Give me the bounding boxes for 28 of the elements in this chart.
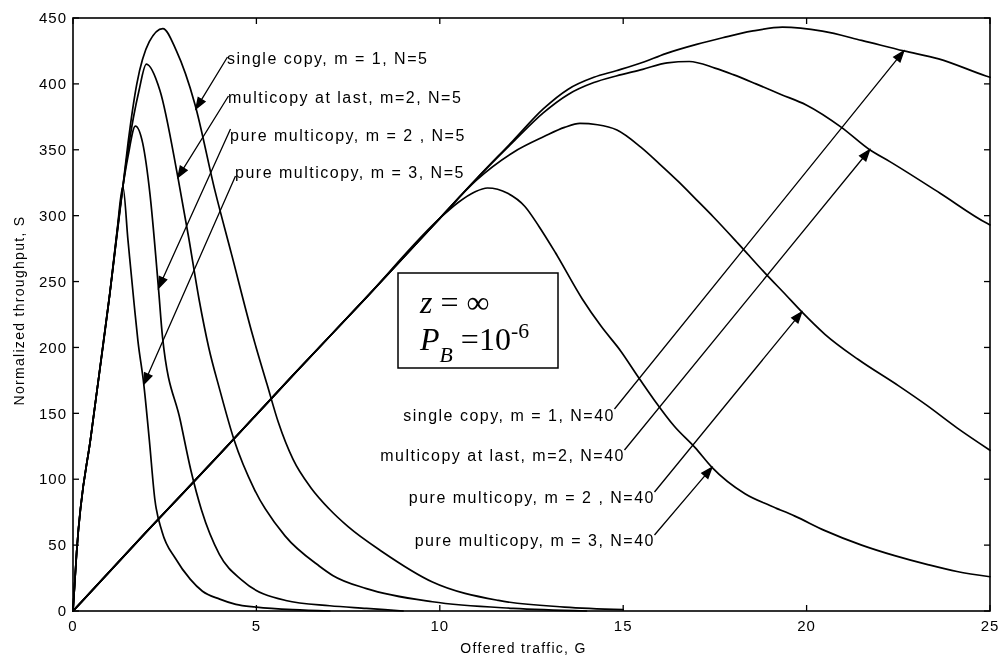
y-tick-label: 50 <box>48 536 67 554</box>
annotation: z = ∞ <box>419 284 490 320</box>
annotation: single copy, m = 1, N=5 <box>227 49 429 67</box>
annotation: single copy, m = 1, N=40 <box>403 406 615 424</box>
x-tick-label: 20 <box>797 617 816 635</box>
y-tick-label: 250 <box>38 272 67 290</box>
y-tick-label: 350 <box>38 141 67 159</box>
y-tick-label: 0 <box>57 602 67 620</box>
y-axis-title: Normalized throughput, S <box>10 215 27 406</box>
annotation: pure multicopy, m = 2 , N=5 <box>230 126 466 144</box>
annotation: multicopy at last, m=2, N=40 <box>380 446 625 464</box>
y-tick-label: 100 <box>38 470 67 488</box>
x-tick-label: 10 <box>430 617 450 635</box>
x-tick-label: 15 <box>613 617 633 635</box>
x-tick-label: 0 <box>68 617 78 635</box>
annotation: pure multicopy, m = 3, N=40 <box>414 531 655 549</box>
annotation: multicopy at last, m=2, N=5 <box>228 88 463 106</box>
x-tick-label: 5 <box>251 617 262 635</box>
y-tick-label: 200 <box>38 338 67 356</box>
y-tick-label: 150 <box>38 404 67 422</box>
annotation: pure multicopy, m = 3, N=5 <box>235 163 465 181</box>
y-tick-label: 400 <box>38 75 67 93</box>
y-tick-label: 450 <box>38 9 67 27</box>
annotation: pure multicopy, m = 2 , N=40 <box>408 488 655 506</box>
x-tick-label: 25 <box>980 617 1000 635</box>
annotation: P$_{B}$ =10$^{-6}$ <box>419 319 530 367</box>
y-tick-label: 300 <box>38 206 67 224</box>
x-axis-title: Offered traffic, G <box>460 639 587 656</box>
